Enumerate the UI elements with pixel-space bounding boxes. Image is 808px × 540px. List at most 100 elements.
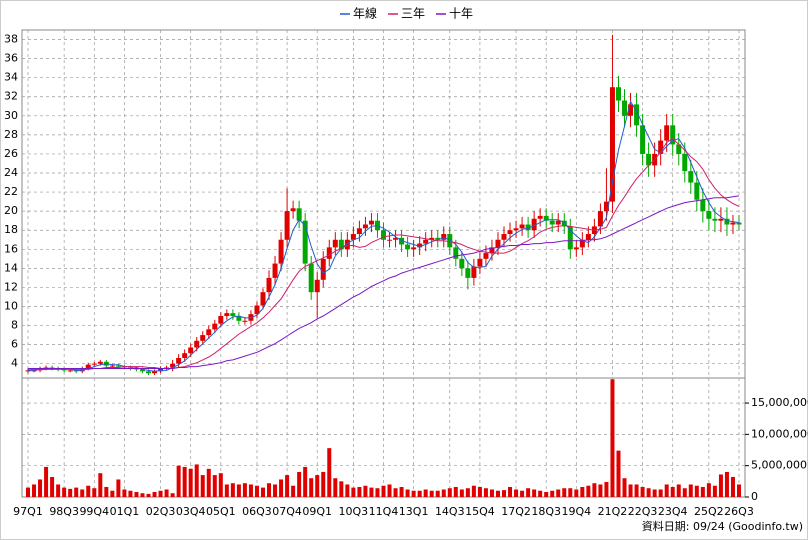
candle-body — [682, 153, 688, 172]
candle-body — [676, 144, 682, 154]
volume-bar — [652, 489, 657, 497]
volume-bar — [68, 488, 73, 497]
candle-body — [272, 263, 278, 278]
candle-body — [706, 211, 712, 219]
volume-bar — [634, 484, 639, 497]
candle-body — [640, 125, 646, 154]
volume-bar — [98, 473, 103, 497]
volume-bar — [170, 493, 175, 497]
candle-body — [158, 368, 164, 372]
volume-bar — [74, 487, 79, 497]
volume-bar — [550, 490, 555, 497]
y-tick-label: 6 — [11, 338, 18, 351]
x-tick-label: 01Q1 — [110, 505, 140, 518]
candle-body — [218, 316, 224, 324]
legend-label: 年線 — [353, 6, 377, 21]
y2-tick-label: 5,000,000 — [751, 459, 807, 472]
candle-body — [724, 218, 730, 225]
volume-bar — [393, 488, 398, 497]
x-tick-label: 19Q4 — [561, 505, 591, 518]
candle-body — [139, 369, 145, 372]
volume-bar — [345, 484, 350, 497]
volume-bar — [152, 491, 157, 497]
volume-bar — [38, 479, 43, 497]
volume-bar — [86, 485, 91, 497]
candle-body — [356, 228, 362, 235]
volume-bar — [218, 473, 223, 497]
candle-body — [170, 363, 176, 368]
volume-bar — [640, 486, 645, 497]
legend-label: 三年 — [401, 7, 425, 21]
volume-bar — [285, 475, 290, 497]
candle-body — [152, 371, 158, 374]
volume-bar — [700, 486, 705, 497]
candle-body — [146, 371, 152, 374]
volume-bar — [562, 488, 567, 497]
volume-bar — [260, 487, 265, 497]
x-tick-label: 21Q2 — [598, 505, 628, 518]
candle-body — [513, 228, 519, 231]
volume-bar — [712, 485, 717, 497]
volume-bar — [610, 379, 615, 497]
volume-bar — [26, 487, 30, 497]
candle-body — [206, 329, 212, 336]
volume-bar — [586, 485, 591, 497]
volume-bar — [423, 489, 428, 497]
volume-bar — [622, 478, 627, 497]
candle-body — [266, 277, 272, 293]
volume-bar — [182, 466, 187, 497]
candle-body — [531, 218, 537, 231]
candle-body — [603, 201, 609, 212]
volume-bar — [538, 490, 543, 497]
candle-body — [453, 247, 459, 259]
candle-body — [537, 215, 543, 219]
volume-bar — [236, 484, 241, 497]
volume-bar — [339, 481, 344, 497]
y-tick-label: 28 — [4, 128, 18, 141]
candle-body — [507, 230, 513, 235]
candle-body — [368, 220, 374, 225]
volume-bar — [122, 489, 127, 497]
volume-bar — [291, 485, 296, 497]
candle-body — [495, 239, 501, 248]
candle-body — [362, 224, 368, 229]
candle-body — [290, 208, 296, 212]
candle-body — [381, 230, 386, 240]
volume-bar — [315, 475, 320, 497]
candle-body — [688, 171, 694, 183]
volume-bar — [200, 475, 205, 497]
volume-bar — [441, 489, 446, 497]
volume-bar — [514, 489, 519, 497]
y2-tick-label: 0 — [751, 490, 758, 503]
volume-bar — [176, 465, 181, 497]
x-tick-label: 14Q3 — [435, 505, 465, 518]
candle-body — [573, 247, 579, 250]
x-tick-label: 10Q3 — [339, 505, 369, 518]
candle-body — [387, 239, 393, 241]
candle-body — [176, 357, 182, 364]
candle-body — [97, 361, 103, 364]
volume-bar — [230, 483, 235, 497]
volume-bar — [128, 490, 133, 497]
volume-bar — [574, 489, 579, 497]
candle-body — [501, 234, 507, 240]
candle-body — [224, 313, 230, 317]
volume-bar — [327, 448, 332, 497]
candle-body — [332, 239, 338, 248]
volume-bar — [483, 488, 488, 497]
volume-bar — [544, 491, 549, 497]
y-tick-label: 24 — [4, 166, 18, 179]
candle-body — [278, 239, 284, 264]
candle-body — [67, 370, 73, 372]
candle-body — [284, 211, 290, 240]
volume-bar — [616, 450, 621, 497]
candle-body — [200, 335, 206, 341]
volume-bar — [140, 493, 145, 497]
y-tick-label: 26 — [4, 147, 18, 160]
volume-bar — [477, 486, 482, 497]
candle-body — [615, 87, 621, 101]
volume-bar — [447, 488, 452, 497]
